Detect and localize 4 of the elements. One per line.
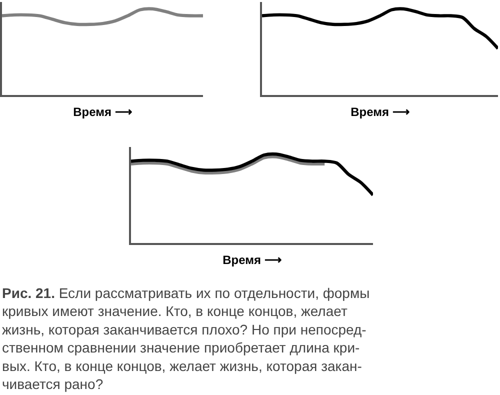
text: Рис. 21. <box>2 285 55 301</box>
x-axis-title: Время ⟶ <box>350 105 410 120</box>
x-axis-title: Время ⟶ <box>73 105 132 120</box>
x-axis-title: Время ⟶ <box>222 253 282 268</box>
